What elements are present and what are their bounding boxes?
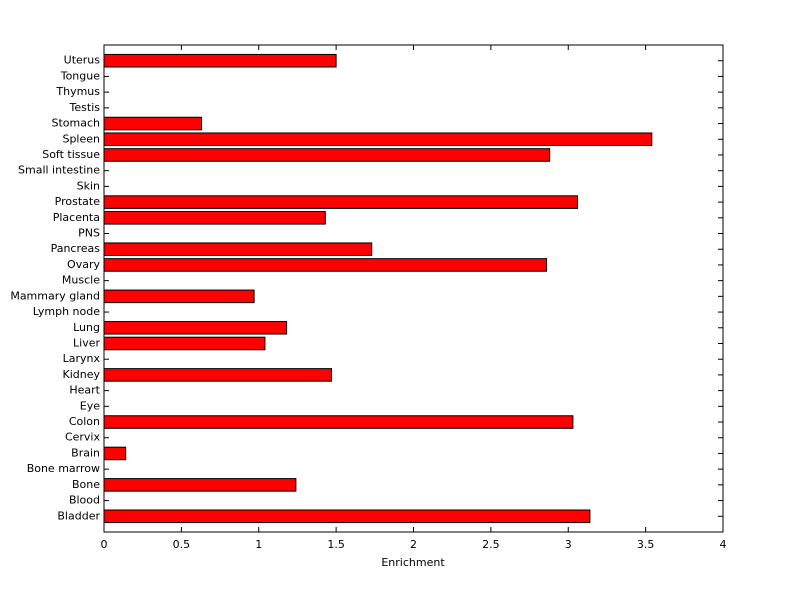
y-tick-label: Mammary gland [10,289,100,302]
y-tick-label: Stomach [51,117,100,130]
y-tick-label: Blood [69,494,100,507]
y-tick-label: Prostate [55,195,101,208]
bar [103,116,202,131]
y-tick-label: Tongue [60,69,101,82]
y-tick-label: Pancreas [51,242,101,255]
y-tick-label: Bladder [57,509,100,522]
x-tick-label: 4 [720,538,727,551]
bar [103,211,326,225]
bar [103,478,297,492]
y-tick-label: Larynx [63,352,101,365]
y-tick-label: Liver [73,336,100,349]
y-tick-label: Uterus [64,54,101,67]
y-tick-label: Lung [73,321,100,334]
y-tick-label: PNS [78,227,100,240]
y-tick-label: Muscle [62,274,100,287]
y-tick-label: Small intestine [18,164,100,177]
bar [103,415,574,429]
x-tick-label: 3 [565,538,572,551]
bar [103,336,266,351]
y-tick-label: Kidney [62,368,100,381]
bar [103,289,255,304]
x-tick-label: 1.5 [327,538,345,551]
x-tick-label: 0 [101,538,108,551]
bar [103,195,579,209]
y-tick-label: Cervix [65,431,101,444]
y-tick-label: Placenta [53,211,100,224]
bar [103,53,337,68]
x-tick-label: 1 [255,538,262,551]
y-tick-label: Thymus [55,85,100,98]
x-tick-label: 2 [410,538,417,551]
bar [103,509,591,524]
bar [103,242,373,257]
y-tick-label: Soft tissue [42,148,100,161]
y-tick-label: Lymph node [33,305,100,318]
bar [103,320,288,335]
x-tick-label: 3.5 [637,538,655,551]
y-tick-label: Colon [69,415,100,428]
y-tick-label: Brain [71,446,100,459]
y-tick-label: Testis [69,101,101,114]
y-tick-label: Heart [69,384,100,397]
y-tick-label: Bone marrow [27,462,100,475]
x-tick-label: 2.5 [482,538,500,551]
bar [103,132,653,147]
x-axis-label: Enrichment [381,556,445,569]
y-tick-label: Eye [80,399,100,412]
bar [103,446,127,461]
y-tick-label: Bone [72,478,100,491]
x-tick-label: 0.5 [173,538,191,551]
plot-frame [103,44,724,533]
bar [103,148,551,162]
y-tick-label: Ovary [67,258,100,271]
bar [103,258,548,272]
y-tick-label: Spleen [62,132,100,145]
y-tick-label: Skin [77,179,100,192]
bar [103,368,332,382]
